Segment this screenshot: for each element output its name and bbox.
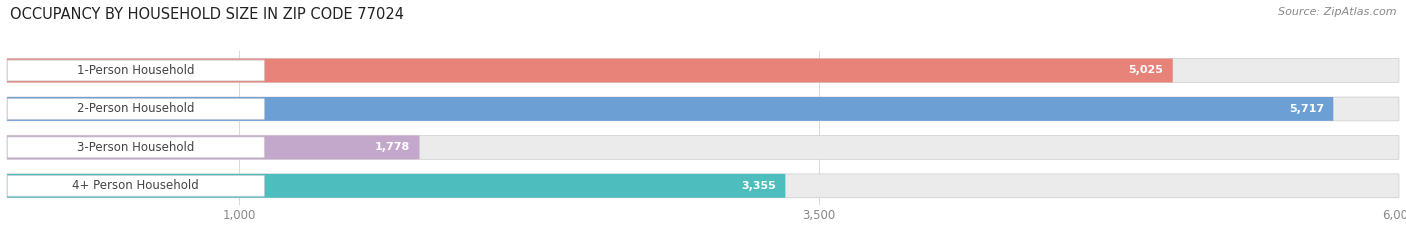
Text: 1,778: 1,778: [375, 142, 411, 152]
FancyBboxPatch shape: [7, 175, 264, 196]
Text: 3,355: 3,355: [741, 181, 776, 191]
FancyBboxPatch shape: [7, 99, 264, 119]
FancyBboxPatch shape: [7, 135, 1399, 159]
Text: 5,025: 5,025: [1129, 65, 1164, 75]
FancyBboxPatch shape: [7, 97, 1333, 121]
Text: 1-Person Household: 1-Person Household: [77, 64, 194, 77]
FancyBboxPatch shape: [7, 58, 1399, 82]
FancyBboxPatch shape: [7, 137, 264, 158]
Text: 3-Person Household: 3-Person Household: [77, 141, 194, 154]
Text: Source: ZipAtlas.com: Source: ZipAtlas.com: [1278, 7, 1396, 17]
FancyBboxPatch shape: [7, 135, 419, 159]
Text: OCCUPANCY BY HOUSEHOLD SIZE IN ZIP CODE 77024: OCCUPANCY BY HOUSEHOLD SIZE IN ZIP CODE …: [10, 7, 404, 22]
Text: 2-Person Household: 2-Person Household: [77, 103, 194, 115]
FancyBboxPatch shape: [7, 58, 1173, 82]
FancyBboxPatch shape: [7, 97, 1399, 121]
FancyBboxPatch shape: [7, 174, 1399, 198]
FancyBboxPatch shape: [7, 174, 786, 198]
Text: 5,717: 5,717: [1289, 104, 1324, 114]
Text: 4+ Person Household: 4+ Person Household: [73, 179, 200, 192]
FancyBboxPatch shape: [7, 60, 264, 81]
